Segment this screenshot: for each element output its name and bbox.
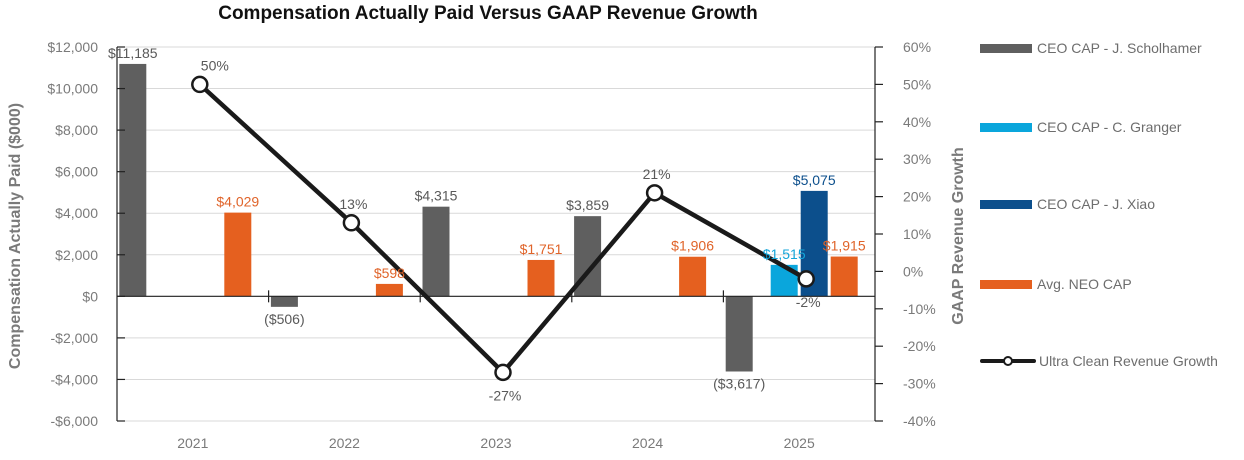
bar-data-label: $3,859 (566, 197, 609, 213)
revenue-growth-line (191, 75, 815, 382)
legend-swatch (980, 280, 1032, 289)
line-point (494, 363, 512, 382)
y-tick-label: $12,000 (47, 39, 98, 55)
line-data-label: -27% (489, 387, 522, 403)
category-label: 2023 (480, 435, 511, 451)
legend-swatch (980, 200, 1032, 209)
bar-data-label: $4,029 (216, 194, 259, 210)
legend-item: Ultra Clean Revenue Growth (980, 353, 1218, 369)
legend-item: CEO CAP - J. Xiao (980, 196, 1155, 212)
y2-tick-label: 0% (903, 263, 923, 279)
line-path (198, 82, 808, 375)
bar (830, 256, 858, 297)
y-tick-label: -$6,000 (51, 413, 99, 429)
legend-swatch (980, 44, 1032, 53)
line-data-label: 21% (643, 166, 671, 182)
category-label: 2022 (329, 435, 360, 451)
y2-tick-label: 60% (903, 39, 931, 55)
legend-item: CEO CAP - C. Granger (980, 119, 1182, 135)
bar-data-label: $1,515 (763, 246, 806, 262)
category-label: 2024 (632, 435, 663, 451)
y2-axis-ticks: 60% 50% 40% 30% 20% 10% 0% -10% -20% -30% -40% (903, 39, 936, 429)
line-point (342, 214, 361, 232)
bars (119, 63, 858, 372)
bar-data-label: $5,075 (793, 172, 836, 188)
line-data-label: -2% (796, 294, 821, 310)
line-data-label: 13% (339, 196, 367, 212)
bar-data-label: ($3,617) (713, 375, 765, 391)
axes (116, 46, 883, 422)
bar-data-label: $1,915 (823, 238, 866, 254)
bar (224, 212, 252, 297)
category-label: 2021 (177, 435, 208, 451)
y2-tick-label: -30% (903, 376, 936, 392)
y2-tick-label: 40% (903, 114, 931, 130)
line-data-label: 50% (201, 57, 229, 73)
y-tick-label: $0 (82, 288, 98, 304)
y2-tick-label: -10% (903, 301, 936, 317)
bar (119, 63, 147, 297)
y2-tick-label: -20% (903, 338, 936, 354)
y-tick-label: -$4,000 (51, 371, 99, 387)
legend-label: Ultra Clean Revenue Growth (1039, 353, 1218, 369)
legend-item: CEO CAP - J. Scholhamer (980, 40, 1202, 56)
category-label: 2025 (784, 435, 815, 451)
bar-data-label: $598 (374, 265, 405, 281)
bar-data-label: ($506) (264, 311, 304, 327)
bar-data-label: $1,906 (671, 238, 714, 254)
y2-tick-label: 50% (903, 76, 931, 92)
y-tick-label: $6,000 (55, 164, 98, 180)
y-tick-label: $4,000 (55, 205, 98, 221)
legend-label: CEO CAP - C. Granger (1037, 119, 1182, 135)
y-axis-ticks: $12,000 $10,000 $8,000 $6,000 $4,000 $2,000 $0… (47, 39, 98, 429)
legend-label: CEO CAP - J. Xiao (1037, 196, 1155, 212)
legend: CEO CAP - J. Scholhamer CEO CAP - C. Gran… (980, 40, 1218, 369)
y-axis-title: Compensation Actually Paid ($000) (7, 103, 24, 369)
bar-data-label: $1,751 (520, 241, 563, 257)
legend-swatch (980, 123, 1032, 132)
y2-tick-label: -40% (903, 413, 936, 429)
bar (422, 206, 450, 297)
legend-label: CEO CAP - J. Scholhamer (1037, 40, 1202, 56)
y2-tick-label: 20% (903, 189, 931, 205)
bar-data-label: $4,315 (415, 188, 458, 204)
legend-label: Avg. NEO CAP (1037, 276, 1132, 292)
line-point (797, 270, 815, 288)
bar (527, 259, 555, 297)
y-tick-label: $2,000 (55, 247, 98, 263)
x-axis-categories: 2021 2022 2023 2024 2025 (177, 435, 815, 451)
legend-item: Avg. NEO CAP (980, 276, 1132, 292)
chart-title: Compensation Actually Paid Versus GAAP R… (218, 3, 758, 24)
line-point (645, 184, 664, 202)
bar (725, 296, 753, 372)
y2-tick-label: 30% (903, 151, 931, 167)
bar (375, 283, 403, 297)
bar-data-label: $11,185 (108, 45, 158, 61)
y-tick-label: $10,000 (47, 81, 98, 97)
data-labels: $11,185 ($506) $4,315 $3,859 ($3,617) $1,515 $… (108, 45, 866, 403)
legend-marker (1003, 356, 1013, 366)
line-point (191, 75, 209, 94)
bar (679, 256, 707, 297)
bar (270, 296, 298, 307)
y2-axis-title: GAAP Revenue Growth (950, 147, 967, 325)
y2-tick-label: 10% (903, 226, 931, 242)
y-tick-label: -$2,000 (51, 330, 99, 346)
y-tick-label: $8,000 (55, 122, 98, 138)
